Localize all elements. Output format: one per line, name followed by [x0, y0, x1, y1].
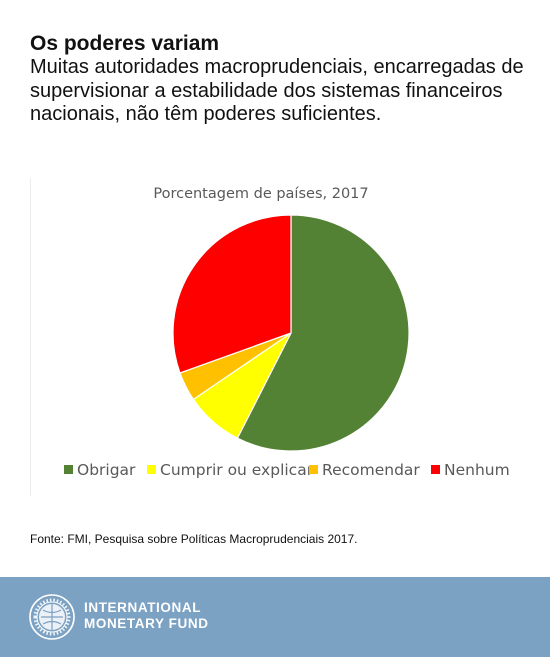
footer-bar: INTERNATIONAL MONETARY FUND	[0, 577, 550, 657]
chart-title: Os poderes variam	[30, 32, 220, 55]
pie-slices	[172, 214, 410, 452]
chart-subtitle: Muitas autoridades macroprudenciais, enc…	[30, 56, 524, 125]
legend: Obrigar Cumprir ou explicar Recomendar Nenh…	[64, 461, 510, 479]
legend-item-cumprir-ou-explicar: Cumprir ou explicar	[147, 461, 314, 479]
source-note: Fonte: FMI, Pesquisa sobre Políticas Mac…	[30, 532, 358, 546]
legend-swatch	[147, 465, 156, 474]
legend-swatch	[431, 465, 440, 474]
org-name-line2: MONETARY FUND	[84, 616, 209, 631]
legend-label: Nenhum	[444, 461, 510, 479]
pie-slice-obrigar	[236, 214, 410, 452]
pie-title: Porcentagem de países, 2017	[153, 186, 368, 202]
pie-chart: Porcentagem de países, 2017 Obrigar Cumpr…	[64, 186, 510, 479]
legend-item-recomendar: Recomendar	[309, 461, 420, 479]
legend-label: Cumprir ou explicar	[160, 461, 314, 479]
pie-slice-nenhum	[172, 214, 292, 374]
org-name: INTERNATIONAL MONETARY FUND	[84, 600, 209, 632]
legend-label: Obrigar	[77, 461, 136, 479]
org-name-line1: INTERNATIONAL	[84, 600, 202, 615]
imf-seal-icon	[29, 594, 75, 640]
chart-area: Porcentagem de países, 2017 Obrigar Cumpr…	[30, 178, 531, 496]
legend-label: Recomendar	[322, 461, 420, 479]
legend-item-obrigar: Obrigar	[64, 461, 136, 479]
legend-swatch	[64, 465, 73, 474]
legend-item-nenhum: Nenhum	[431, 461, 510, 479]
legend-swatch	[309, 465, 318, 474]
